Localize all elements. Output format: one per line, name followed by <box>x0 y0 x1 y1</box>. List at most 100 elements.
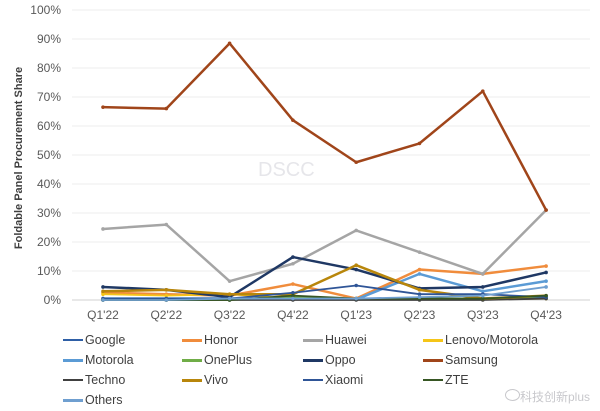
legend-swatch <box>423 338 443 342</box>
series-others <box>101 285 548 302</box>
legend-swatch <box>182 378 202 382</box>
data-point <box>227 41 232 46</box>
series-samsung <box>101 41 548 212</box>
legend-swatch <box>63 358 83 362</box>
data-point <box>291 255 295 259</box>
data-point <box>101 289 105 294</box>
series-line <box>103 286 547 301</box>
legend-label: Motorola <box>85 353 134 367</box>
y-tick-label: 90% <box>37 32 61 46</box>
data-point <box>354 267 359 272</box>
series-lines <box>101 41 548 302</box>
legend-label: Xiaomi <box>325 373 364 387</box>
data-point <box>354 283 359 288</box>
watermark-dscc: DSCC <box>258 159 315 181</box>
data-point <box>417 250 422 254</box>
legend-label: Techno <box>85 373 126 387</box>
data-point <box>354 160 359 165</box>
data-point <box>291 118 295 122</box>
legend-swatch <box>423 358 443 362</box>
x-tick-label: Q2'23 <box>404 308 436 322</box>
data-point <box>481 296 485 301</box>
legend-item: OnePlus <box>182 351 252 369</box>
x-axis-ticks: Q1'22 Q2'22 Q3'22 Q4'22 Q1'23 Q2'23 Q3'23 Q4'23 <box>87 308 562 322</box>
data-point <box>544 270 548 275</box>
legend-item: Others <box>63 391 123 409</box>
y-tick-label: 0% <box>44 293 62 307</box>
x-tick-label: Q1'23 <box>340 308 372 322</box>
series-line <box>102 209 547 283</box>
data-point <box>417 267 422 272</box>
series-line <box>103 284 547 300</box>
legend-label: Google <box>85 333 126 347</box>
data-point <box>354 296 359 301</box>
legend-label: Vivo <box>204 373 229 387</box>
legend-swatch <box>63 339 83 341</box>
y-tick-label: 70% <box>37 90 61 104</box>
data-point <box>101 292 105 297</box>
data-point <box>227 292 232 297</box>
data-point <box>291 290 295 295</box>
data-point <box>164 288 169 292</box>
data-point <box>101 298 105 302</box>
legend-label: Oppo <box>325 353 356 367</box>
data-point <box>544 264 548 268</box>
data-point <box>164 222 169 227</box>
data-point <box>291 261 295 266</box>
x-tick-label: Q3'22 <box>214 308 246 322</box>
legend-item: Techno <box>63 371 125 389</box>
legend-swatch <box>303 379 323 381</box>
data-point <box>227 279 232 283</box>
data-point <box>544 293 548 298</box>
legend-swatch <box>63 379 83 381</box>
legend-item: Google <box>63 331 125 349</box>
data-point <box>417 292 422 297</box>
data-point <box>481 293 485 298</box>
legend-swatch <box>303 338 323 342</box>
x-tick-label: Q4'22 <box>277 308 309 322</box>
legend-label: Lenovo/Motorola <box>445 333 539 347</box>
legend: Google Honor Huawei Lenovo/Motorola Motorola… <box>0 328 600 411</box>
y-tick-label: 40% <box>37 177 61 191</box>
y-tick-label: 20% <box>37 235 61 249</box>
legend-item: Samsung <box>423 351 498 369</box>
weibo-icon <box>505 389 520 401</box>
legend-item: Oppo <box>303 351 356 369</box>
legend-label: Huawei <box>325 333 367 347</box>
y-tick-label: 50% <box>37 148 61 162</box>
legend-swatch <box>182 338 202 342</box>
data-point <box>481 272 485 276</box>
x-tick-label: Q1'22 <box>87 308 119 322</box>
data-point <box>101 227 105 231</box>
y-tick-label: 60% <box>37 119 61 133</box>
data-point <box>481 89 485 93</box>
series-huawei <box>101 208 548 283</box>
data-point <box>164 106 169 111</box>
legend-label: OnePlus <box>204 353 252 367</box>
legend-swatch <box>303 358 323 362</box>
source-watermark: 科技创新plus <box>520 390 591 404</box>
legend-item: Vivo <box>182 371 228 389</box>
data-point <box>544 285 548 289</box>
data-point <box>354 228 359 233</box>
data-point <box>417 141 422 146</box>
x-tick-label: Q4'23 <box>530 308 562 322</box>
y-tick-label: 100% <box>30 3 61 17</box>
y-tick-label: 80% <box>37 61 61 75</box>
legend-item: ZTE <box>423 371 469 389</box>
data-point <box>101 105 105 109</box>
legend-swatch <box>423 379 443 381</box>
data-point <box>291 296 295 301</box>
gridlines <box>72 9 590 301</box>
series-line <box>102 263 547 300</box>
y-tick-label: 30% <box>37 206 61 220</box>
data-point <box>227 296 232 301</box>
series-line <box>102 42 548 211</box>
data-point <box>481 289 485 294</box>
legend-item: Xiaomi <box>303 371 363 389</box>
legend-swatch <box>63 398 83 402</box>
legend-item: Motorola <box>63 351 134 369</box>
series-line <box>102 264 547 300</box>
data-point <box>164 293 169 298</box>
